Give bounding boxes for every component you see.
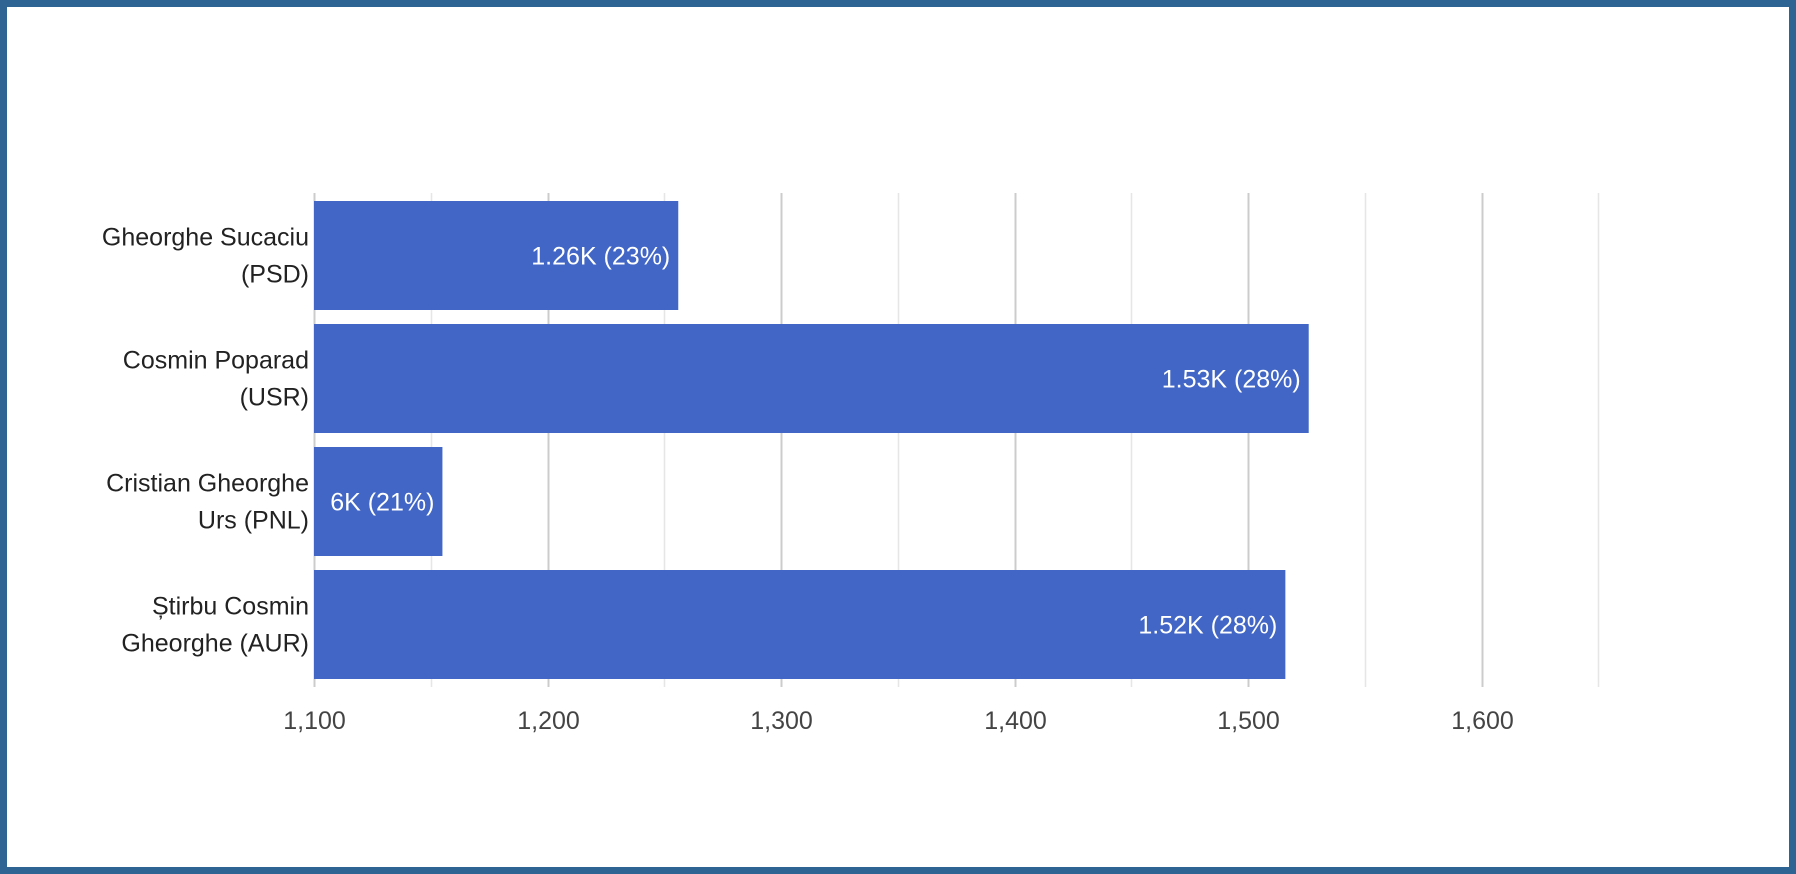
category-label: Gheorghe (AUR) xyxy=(121,630,309,658)
category-label: Știrbu Cosmin xyxy=(152,593,309,621)
data-labels: 1.26K (23%) 1.53K (28%) 6K (21%) 1.52K (28%… xyxy=(330,243,1301,640)
category-labels: Gheorghe Sucaciu (PSD) Cosmin Poparad (USR)… xyxy=(102,224,309,658)
x-tick-label: 1,400 xyxy=(984,707,1047,735)
category-label: (USR) xyxy=(240,384,309,412)
bar xyxy=(314,201,679,310)
x-axis-tick-labels: 1,100 1,200 1,300 1,400 1,500 1,600 xyxy=(283,707,1514,735)
category-label: Cristian Gheorghe xyxy=(106,470,309,498)
bars xyxy=(314,201,1309,679)
data-label: 1.26K (23%) xyxy=(531,243,670,271)
data-label: 1.52K (28%) xyxy=(1138,612,1277,640)
data-label: 6K (21%) xyxy=(330,489,434,517)
bar xyxy=(314,324,1309,433)
x-tick-label: 1,200 xyxy=(517,707,580,735)
bar xyxy=(314,570,1286,679)
category-label: Cosmin Poparad xyxy=(123,347,309,375)
category-label: Gheorghe Sucaciu xyxy=(102,224,309,252)
x-tick-label: 1,100 xyxy=(283,707,346,735)
x-tick-label: 1,300 xyxy=(750,707,813,735)
category-label: Urs (PNL) xyxy=(198,507,309,535)
data-label: 1.53K (28%) xyxy=(1162,366,1301,394)
bar xyxy=(314,447,443,556)
x-tick-label: 1,600 xyxy=(1451,707,1514,735)
category-label: (PSD) xyxy=(241,261,309,289)
x-tick-label: 1,500 xyxy=(1217,707,1280,735)
